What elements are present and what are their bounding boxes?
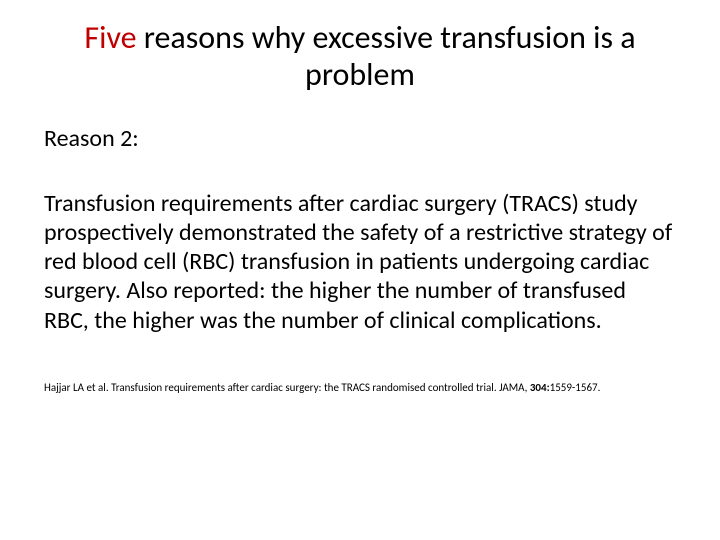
body-paragraph: Transfusion requirements after cardiac s… xyxy=(44,189,676,335)
title-accent-word: Five xyxy=(84,18,136,57)
citation: Hajjar LA et al. Transfusion requirement… xyxy=(44,381,676,395)
reason-subheading: Reason 2: xyxy=(44,124,676,153)
title-rest: reasons why excessive transfusion is a p… xyxy=(137,18,636,94)
slide-title: Five reasons why excessive transfusion i… xyxy=(44,20,676,94)
citation-volume: 304: xyxy=(530,381,550,394)
slide-container: Five reasons why excessive transfusion i… xyxy=(0,0,720,540)
citation-suffix: 1559-1567. xyxy=(550,381,601,394)
citation-prefix: Hajjar LA et al. Transfusion requirement… xyxy=(44,381,530,394)
